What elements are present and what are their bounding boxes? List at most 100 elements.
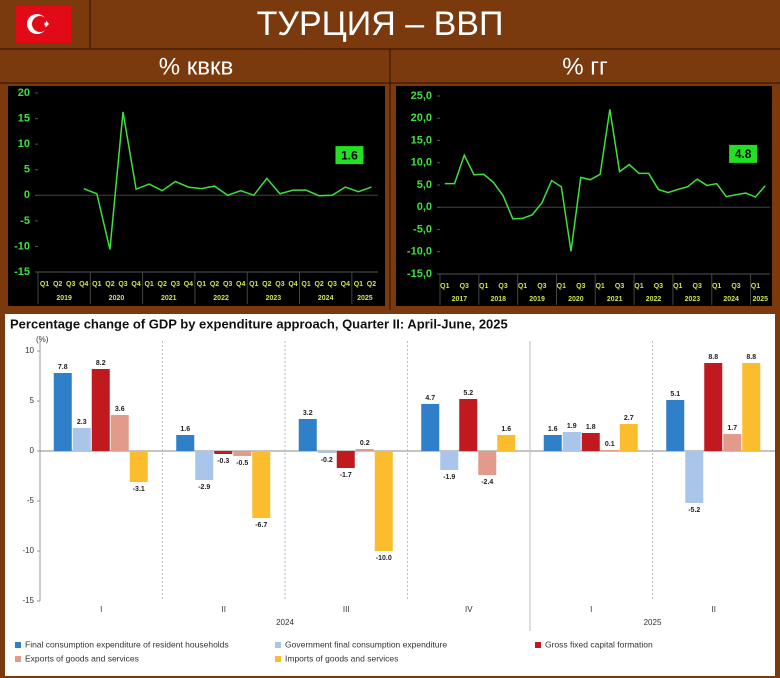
year-label: 2025 xyxy=(357,295,373,302)
x-tick-label: II xyxy=(222,605,226,614)
x-tick-label: Q3 xyxy=(731,283,740,290)
x-tick-label: Q1 xyxy=(634,283,643,290)
x-tick-label: Q1 xyxy=(518,283,527,290)
y-tick-label: 10,0 xyxy=(411,157,432,169)
year-label: 2021 xyxy=(607,296,623,303)
bar xyxy=(317,451,336,453)
x-tick-label: I xyxy=(590,605,592,614)
legend-label: Government final consumption expenditure xyxy=(285,639,447,649)
y-tick-label: -10 xyxy=(22,546,34,555)
data-label: 8.8 xyxy=(708,354,718,361)
x-tick-label: Q3 xyxy=(498,283,507,290)
x-tick-label: Q1 xyxy=(712,283,721,290)
data-label: 5.1 xyxy=(670,391,680,398)
annotation: 1.6 xyxy=(341,148,358,162)
year-label: 2019 xyxy=(529,296,545,303)
year-label: 2024 xyxy=(318,295,334,302)
data-label: 0.2 xyxy=(360,440,370,447)
legend-label: Exports of goods and services xyxy=(25,653,139,663)
bar xyxy=(252,451,271,518)
x-tick-label: Q3 xyxy=(171,281,180,288)
x-tick-label: Q3 xyxy=(66,281,75,288)
annotation-box xyxy=(729,144,758,163)
data-label: -2.4 xyxy=(481,479,493,486)
y-tick-label: 10 xyxy=(25,346,34,355)
x-tick-label: Q2 xyxy=(53,281,62,288)
x-tick-label: Q4 xyxy=(236,281,245,288)
x-tick-label: Q3 xyxy=(328,281,337,288)
annotation: 4.8 xyxy=(735,147,752,161)
data-label: 1.6 xyxy=(180,426,190,433)
y-tick-label: -10,0 xyxy=(407,246,432,258)
bar xyxy=(336,451,355,468)
data-label: 1.8 xyxy=(586,424,596,431)
year-label: 2022 xyxy=(213,295,229,302)
y-tick-label: 10 xyxy=(18,138,30,150)
bar xyxy=(176,435,195,451)
bar xyxy=(129,451,148,482)
year-label: 2025 xyxy=(644,618,662,627)
x-tick-label: Q1 xyxy=(751,283,760,290)
data-label: 0.1 xyxy=(605,441,615,448)
bar xyxy=(355,449,374,451)
y-tick-label: -5 xyxy=(20,215,30,227)
legend-swatch xyxy=(15,642,21,648)
bar xyxy=(110,415,129,451)
x-tick-label: Q3 xyxy=(654,283,663,290)
x-tick-label: Q2 xyxy=(367,281,376,288)
x-tick-label: Q3 xyxy=(275,281,284,288)
legend-swatch xyxy=(15,656,21,662)
annotation-box xyxy=(335,146,364,165)
legend-swatch xyxy=(275,656,281,662)
data-label: -0.3 xyxy=(217,458,229,465)
x-tick-label: Q4 xyxy=(184,281,193,288)
y-tick-label: -15 xyxy=(14,266,30,278)
bar xyxy=(600,450,619,451)
year-label: 2021 xyxy=(161,295,177,302)
data-label: 2.3 xyxy=(77,419,87,426)
x-tick-label: Q1 xyxy=(197,281,206,288)
data-label: 1.6 xyxy=(501,426,511,433)
year-label: 2023 xyxy=(266,295,282,302)
y-tick-label: 5,0 xyxy=(417,179,432,191)
data-label: 8.2 xyxy=(96,360,106,367)
x-tick-label: II xyxy=(712,605,716,614)
y-tick-label: -5 xyxy=(27,496,35,505)
line-series xyxy=(83,111,372,250)
data-label: -0.5 xyxy=(236,460,248,467)
data-label: -3.1 xyxy=(133,486,145,493)
bar xyxy=(581,433,600,451)
x-tick-label: Q1 xyxy=(144,281,153,288)
year-label: 2023 xyxy=(685,296,701,303)
y-tick-label: -15 xyxy=(22,596,34,605)
x-tick-label: Q3 xyxy=(223,281,232,288)
y-tick-label: 5 xyxy=(30,396,35,405)
data-label: 8.8 xyxy=(746,354,756,361)
x-tick-label: Q4 xyxy=(131,281,140,288)
data-label: 5.2 xyxy=(463,390,473,397)
data-label: 1.6 xyxy=(548,426,558,433)
line-series xyxy=(444,109,766,252)
y-tick-label: 20 xyxy=(18,87,30,99)
year-label: 2018 xyxy=(490,296,506,303)
y-axis-label: (%) xyxy=(36,335,49,344)
x-tick-label: Q1 xyxy=(40,281,49,288)
bar xyxy=(233,451,252,456)
y-tick-label: -10 xyxy=(14,240,30,252)
x-tick-label: Q2 xyxy=(314,281,323,288)
data-label: -6.7 xyxy=(255,522,267,529)
x-tick-label: Q3 xyxy=(693,283,702,290)
x-tick-label: Q2 xyxy=(210,281,219,288)
bar xyxy=(298,419,317,451)
y-tick-label: -15,0 xyxy=(407,268,432,280)
data-label: -1.7 xyxy=(340,472,352,479)
legend-swatch xyxy=(535,642,541,648)
x-tick-label: Q1 xyxy=(673,283,682,290)
bar xyxy=(72,428,91,451)
x-tick-label: Q3 xyxy=(576,283,585,290)
y-tick-label: 0 xyxy=(24,189,30,201)
data-label: 7.8 xyxy=(58,364,68,371)
bar xyxy=(53,373,72,451)
x-tick-label: Q2 xyxy=(262,281,271,288)
bar xyxy=(543,435,562,451)
